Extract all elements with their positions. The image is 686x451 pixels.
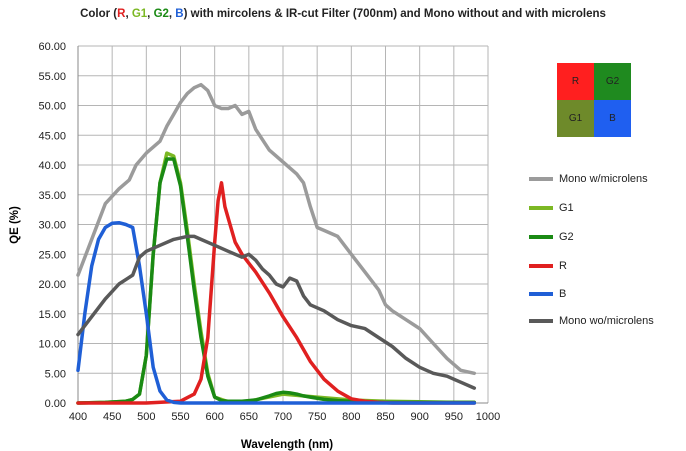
- title-g2: G2: [153, 8, 169, 20]
- chart-title: Color (R, G1, G2, B) with mircolens & IR…: [0, 8, 686, 20]
- legend-swatch: [529, 292, 553, 296]
- series-r: [76, 181, 477, 405]
- bayer-pattern: R G2 G1 B: [557, 63, 631, 137]
- x-tick-label: 1000: [476, 411, 500, 423]
- x-tick-label: 700: [274, 411, 292, 423]
- x-tick-label: 750: [308, 411, 326, 423]
- bayer-cell-r: R: [557, 63, 594, 100]
- x-tick-label: 500: [137, 411, 155, 423]
- series-g2: [76, 157, 477, 405]
- x-tick-label: 650: [240, 411, 258, 423]
- x-axis-label: Wavelength (nm): [241, 439, 333, 451]
- bayer-cell-b: B: [594, 100, 631, 137]
- grid-lines: [77, 45, 489, 404]
- y-tick-label: 35.00: [38, 190, 66, 202]
- legend-label: R: [559, 260, 567, 272]
- x-tick-label: 550: [171, 411, 189, 423]
- y-tick-label: 55.00: [38, 71, 66, 83]
- title-sep2: ,: [147, 8, 154, 20]
- x-tick-label: 600: [205, 411, 223, 423]
- bayer-cell-g2: G2: [594, 63, 631, 100]
- title-g1: G1: [131, 8, 148, 20]
- legend-swatch: [529, 177, 553, 181]
- title-b: B: [175, 8, 184, 20]
- y-tick-label: 40.00: [38, 160, 66, 172]
- legend-swatch: [529, 264, 553, 268]
- y-axis-label: QE (%): [9, 206, 21, 244]
- y-tick-label: 60.00: [38, 41, 66, 53]
- bayer-cell-g1: G1: [557, 100, 594, 137]
- legend-label: G2: [559, 231, 574, 243]
- x-tick-label: 950: [445, 411, 463, 423]
- legend-label: B: [559, 288, 567, 300]
- y-tick-label: 50.00: [38, 101, 66, 113]
- y-tick-label: 5.00: [45, 368, 66, 380]
- y-tick-label: 45.00: [38, 130, 66, 142]
- x-tick-label: 900: [410, 411, 428, 423]
- title-r: R: [117, 8, 126, 20]
- legend-swatch: [529, 319, 553, 323]
- legend-swatch: [529, 206, 553, 210]
- x-tick-label: 800: [342, 411, 360, 423]
- legend-label: G1: [559, 202, 574, 214]
- y-tick-label: 25.00: [38, 249, 66, 261]
- series-mono-wo-microlens: [76, 234, 477, 390]
- series-lines: [76, 82, 477, 405]
- tick-labels: 400 450 500 550 600 650 700 750 800 850 900 950 1000…: [38, 41, 500, 423]
- series-b: [76, 220, 477, 405]
- title-prefix: Color (: [80, 8, 118, 20]
- series-mono-w-microlens: [76, 82, 477, 376]
- legend-label: Mono w/microlens: [559, 173, 648, 185]
- title-suffix: ) with mircolens & IR-cut Filter (700nm)…: [183, 8, 606, 20]
- y-tick-label: 30.00: [38, 220, 66, 232]
- legend-swatch: [529, 235, 553, 239]
- x-tick-label: 400: [69, 411, 87, 423]
- y-tick-label: 10.00: [38, 339, 66, 351]
- y-tick-label: 15.00: [38, 309, 66, 321]
- legend-label: Mono wo/microlens: [559, 315, 654, 327]
- x-tick-label: 450: [103, 411, 121, 423]
- title-sep3: ,: [168, 8, 176, 20]
- title-sep1: ,: [125, 8, 132, 20]
- y-tick-label: 20.00: [38, 279, 66, 291]
- x-tick-label: 850: [376, 411, 394, 423]
- y-tick-label: 0.00: [45, 398, 66, 410]
